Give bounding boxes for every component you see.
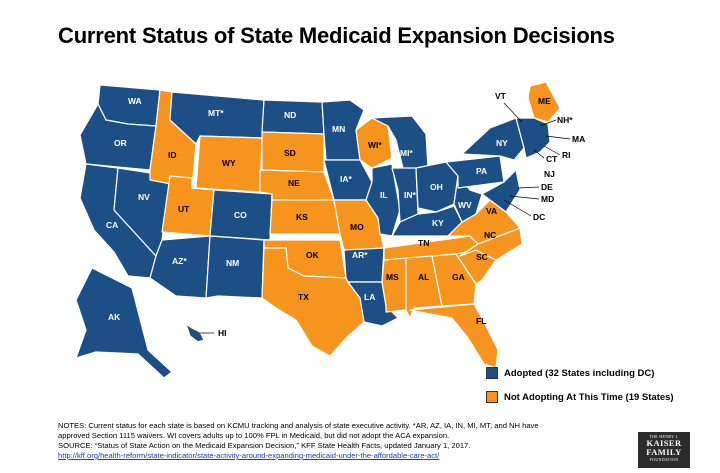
state-label-MI: MI* [400,148,413,158]
state-label-AR: AR* [352,250,368,260]
logo-bottom-text: FOUNDATION [649,457,679,462]
state-label-OR: OR [114,138,127,148]
state-label-AK: AK [108,312,121,322]
state-label-HI: HI [218,328,227,338]
kff-logo: THE HENRY J. KAISER FAMILY FOUNDATION [638,432,690,468]
legend-label-not-adopting: Not Adopting At This Time (19 States) [504,391,674,403]
legend-label-adopted: Adopted (32 States including DC) [504,367,655,379]
state-FL[interactable] [409,303,499,369]
state-label-CO: CO [234,210,247,220]
state-TX[interactable] [261,247,365,357]
label-NJ: NJ [544,169,555,179]
state-label-WA: WA [128,96,142,106]
source-line: SOURCE: “Status of State Action on the M… [58,441,471,450]
state-label-SC: SC [476,252,488,262]
notes-line-1: NOTES: Current status for each state is … [58,421,539,430]
state-NY[interactable] [461,117,525,161]
state-label-MT: MT* [208,108,224,118]
state-label-IL: IL [380,190,388,200]
legend-item-adopted: Adopted (32 States including DC) [486,366,674,380]
legend-item-not-adopting: Not Adopting At This Time (19 States) [486,390,674,404]
state-NM[interactable] [205,235,265,299]
state-label-WV: WV [458,200,472,210]
state-label-NV: NV [138,192,150,202]
state-label-VA: VA [486,206,497,216]
state-label-NY: NY [496,138,508,148]
state-label-ND: ND [284,110,296,120]
state-mid-atlantic-region[interactable] [481,169,521,213]
state-northeast-region[interactable] [515,117,551,159]
state-label-ID: ID [168,150,177,160]
state-GA[interactable] [431,253,477,307]
state-label-CA: CA [106,220,118,230]
state-label-WY: WY [222,158,236,168]
state-label-IA: IA* [340,174,353,184]
state-label-MO: MO [350,222,364,232]
state-label-MS: MS [386,272,399,282]
label-MD: MD [541,194,554,204]
legend-swatch-adopted [486,367,498,379]
state-label-NE: NE [288,178,300,188]
page-title: Current Status of State Medicaid Expansi… [58,23,615,48]
state-label-UT: UT [178,204,190,214]
state-label-LA: LA [364,292,375,302]
state-label-TN: TN [418,238,429,248]
state-label-KS: KS [296,212,308,222]
label-DE: DE [541,182,553,192]
state-label-GA: GA [452,272,465,282]
state-MS[interactable] [381,257,407,313]
state-PA[interactable] [445,155,505,189]
state-label-NM: NM [226,258,239,268]
state-label-PA: PA [476,166,487,176]
map-legend: Adopted (32 States including DC) Not Ado… [486,366,674,414]
state-label-AZ: AZ* [172,256,187,266]
label-DC: DC [533,212,545,222]
state-label-ME: ME [538,96,551,106]
state-ME[interactable] [527,81,561,123]
state-label-MN: MN [332,124,345,134]
state-label-WI: WI* [368,140,382,150]
notes-line-2: approved Section 1115 waivers. WI covers… [58,431,450,440]
legend-swatch-not-adopting [486,391,498,403]
logo-kaiser-text: KAISER [646,438,682,448]
state-label-OK: OK [306,250,320,260]
label-VT: VT [495,91,507,101]
state-label-KY: KY [432,218,444,228]
logo-family-text: FAMILY [646,447,682,457]
label-CT: CT [546,154,558,164]
state-label-SD: SD [284,148,296,158]
state-label-NC: NC [484,230,496,240]
label-NH: NH* [557,115,573,125]
state-label-OH: OH [430,182,443,192]
logo-top-text: THE HENRY J. [649,434,679,439]
state-AK[interactable] [75,267,173,379]
state-label-TX: TX [298,292,309,302]
label-RI: RI [562,150,571,160]
state-label-FL: FL [476,316,486,326]
source-link[interactable]: http://kff.org/health-reform/state-indic… [58,451,440,460]
notes-section: NOTES: Current status for each state is … [58,421,658,461]
state-label-IN: IN* [404,190,417,200]
label-MA: MA [572,134,585,144]
state-HI[interactable] [185,323,205,343]
state-label-AL: AL [418,272,429,282]
